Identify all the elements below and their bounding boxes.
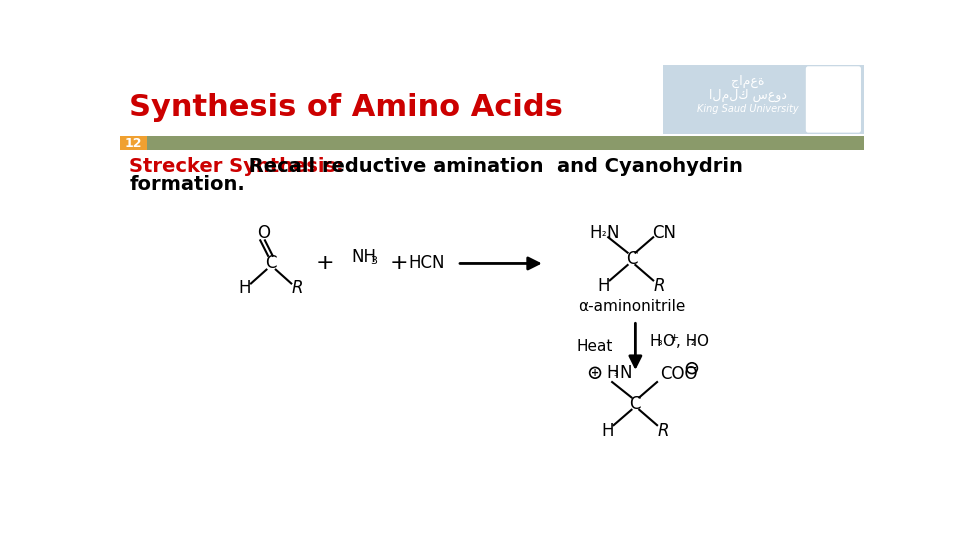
Text: COO: COO [660, 366, 698, 383]
Text: C: C [630, 395, 641, 413]
Text: N: N [606, 224, 618, 242]
Text: 3: 3 [371, 256, 377, 266]
Text: 12: 12 [125, 137, 142, 150]
Text: O: O [257, 224, 270, 242]
Text: NH: NH [351, 248, 376, 266]
Text: ₂: ₂ [690, 337, 695, 347]
Text: ₃: ₃ [657, 337, 661, 347]
Text: ₂: ₂ [601, 228, 606, 238]
Text: جامعة: جامعة [731, 75, 764, 89]
Text: R: R [292, 279, 303, 297]
Text: CN: CN [652, 224, 676, 242]
Text: Synthesis of Amino Acids: Synthesis of Amino Acids [130, 93, 564, 122]
Text: King Saud University: King Saud University [697, 104, 799, 114]
Text: N: N [619, 364, 632, 382]
FancyBboxPatch shape [662, 65, 864, 134]
Text: Recall reductive amination  and Cyanohydrin: Recall reductive amination and Cyanohydr… [242, 157, 742, 176]
Text: Heat: Heat [577, 339, 613, 354]
Text: α-aminonitrile: α-aminonitrile [578, 299, 685, 314]
Text: O: O [696, 334, 708, 349]
Text: C: C [265, 254, 276, 273]
Text: H: H [606, 364, 618, 382]
FancyBboxPatch shape [805, 65, 862, 133]
FancyBboxPatch shape [120, 137, 864, 150]
Text: H: H [597, 277, 610, 295]
Text: R: R [658, 422, 669, 440]
Text: +: + [316, 253, 335, 273]
Text: H: H [589, 224, 602, 242]
Text: −: − [686, 362, 697, 375]
Text: R: R [654, 277, 665, 295]
Text: H: H [649, 334, 660, 349]
Text: O: O [662, 334, 675, 349]
Text: C: C [626, 250, 637, 268]
FancyBboxPatch shape [120, 137, 147, 150]
Text: الملك سعود: الملك سعود [708, 89, 787, 102]
Text: ₃: ₃ [613, 368, 618, 378]
Text: H: H [601, 422, 613, 440]
Text: +: + [390, 253, 408, 273]
Text: HCN: HCN [408, 254, 444, 273]
Text: +: + [591, 368, 599, 378]
Text: H: H [238, 279, 251, 297]
Text: formation.: formation. [130, 174, 245, 194]
Text: +: + [670, 333, 680, 343]
Text: , H: , H [676, 334, 697, 349]
Text: Strecker Synthesis:: Strecker Synthesis: [130, 157, 344, 176]
